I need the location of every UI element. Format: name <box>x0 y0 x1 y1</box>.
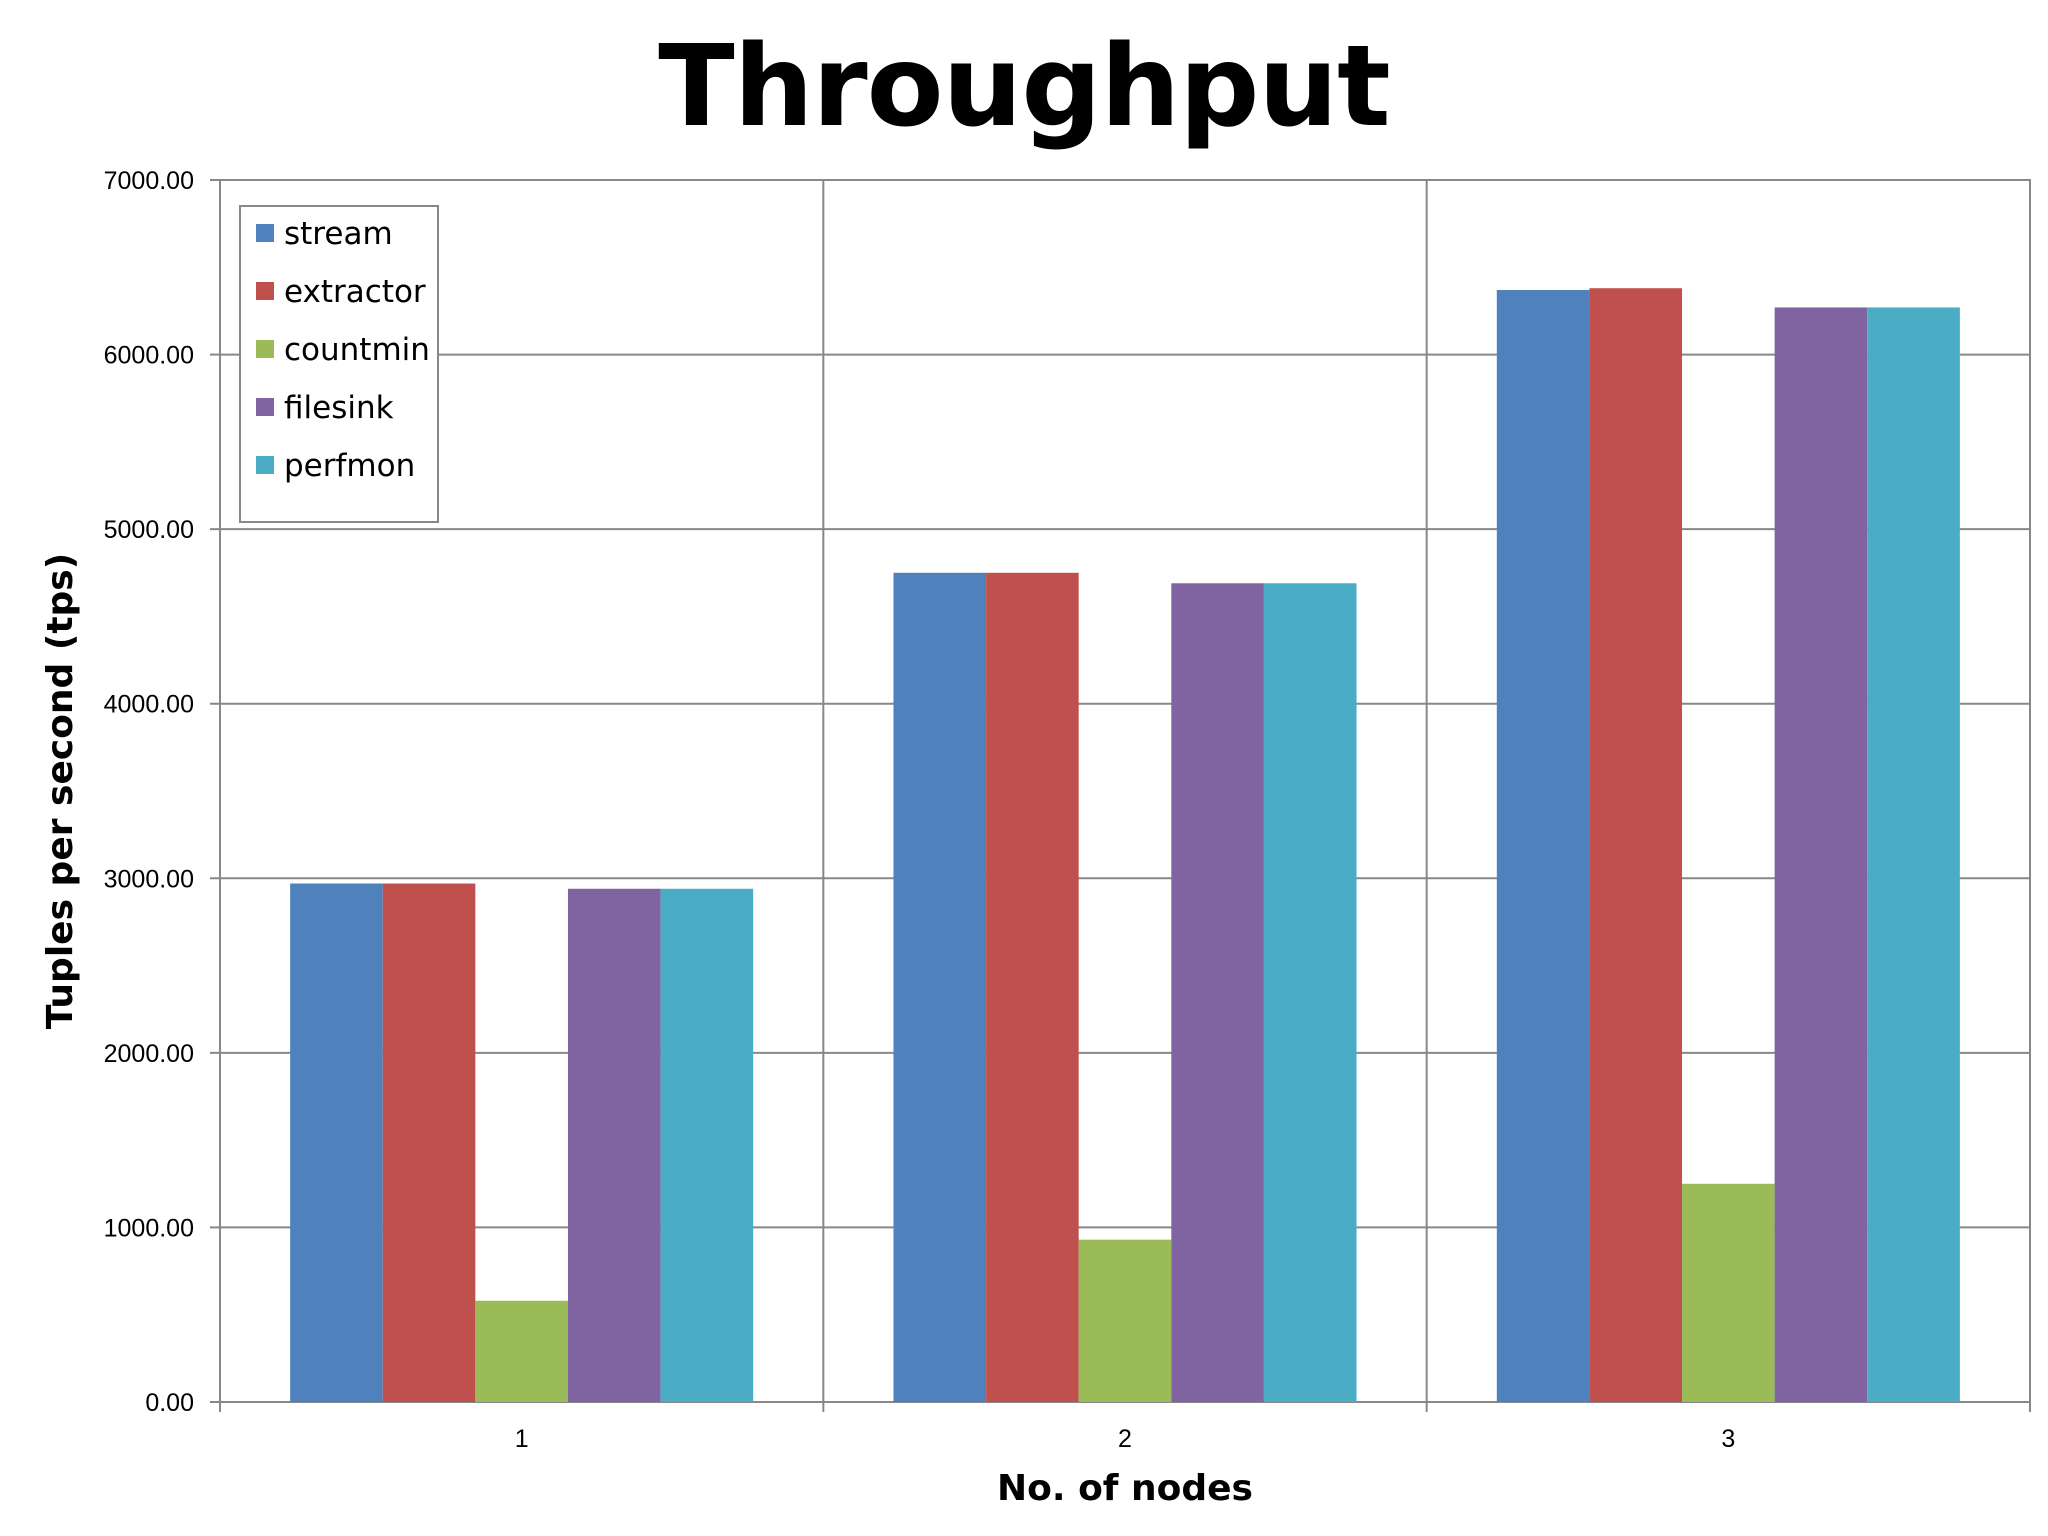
bar-perfmon-1 <box>660 888 754 1402</box>
chart-title: Throughput <box>658 22 1390 152</box>
y-tick-label: 7000.00 <box>104 167 194 195</box>
y-tick-label: 1000.00 <box>104 1214 194 1242</box>
legend-label-perfmon: perfmon <box>284 448 415 484</box>
legend-swatch-extractor <box>256 282 274 300</box>
bar-perfmon-2 <box>1263 583 1357 1402</box>
x-tick-label: 1 <box>515 1425 529 1453</box>
bar-extractor-2 <box>986 572 1079 1402</box>
legend-label-stream: stream <box>284 216 393 252</box>
bar-stream-1 <box>290 883 383 1402</box>
bar-countmin-2 <box>1078 1239 1172 1402</box>
x-axis-title: No. of nodes <box>997 1468 1253 1509</box>
y-tick-label: 0.00 <box>145 1389 194 1417</box>
y-tick-label: 2000.00 <box>104 1040 194 1068</box>
bar-filesink-2 <box>1171 583 1264 1402</box>
legend: stream extractor countmin filesink perfmon <box>239 205 439 523</box>
legend-swatch-perfmon <box>256 456 274 474</box>
legend-label-filesink: filesink <box>284 390 394 426</box>
legend-swatch-countmin <box>256 340 274 358</box>
bar-filesink-1 <box>567 888 661 1402</box>
y-tick-label: 6000.00 <box>104 342 194 370</box>
legend-label-countmin: countmin <box>284 332 430 368</box>
bar-perfmon-3 <box>1867 307 1960 1402</box>
bar-stream-2 <box>893 572 987 1402</box>
bar-extractor-1 <box>382 883 476 1402</box>
y-tick-label: 4000.00 <box>104 691 194 719</box>
bar-filesink-3 <box>1774 307 1868 1402</box>
y-tick-label: 5000.00 <box>104 516 194 544</box>
bar-stream-3 <box>1496 289 1590 1403</box>
bars <box>290 288 1960 1403</box>
bar-countmin-1 <box>475 1300 568 1402</box>
x-tick-label: 2 <box>1118 1425 1132 1453</box>
bar-extractor-3 <box>1589 288 1683 1403</box>
gridlines <box>220 179 2030 1403</box>
y-axis-title: Tuples per second (tps) <box>40 553 81 1029</box>
axes: 0.00 1000.00 2000.00 3000.00 4000.00 5000.00 6… <box>104 167 2031 1453</box>
bar-countmin-3 <box>1682 1183 1775 1402</box>
y-tick-label: 3000.00 <box>104 865 194 893</box>
x-tick-label: 3 <box>1721 1425 1735 1453</box>
legend-swatch-stream <box>256 224 274 242</box>
legend-swatch-filesink <box>256 398 274 416</box>
legend-label-extractor: extractor <box>284 274 426 310</box>
